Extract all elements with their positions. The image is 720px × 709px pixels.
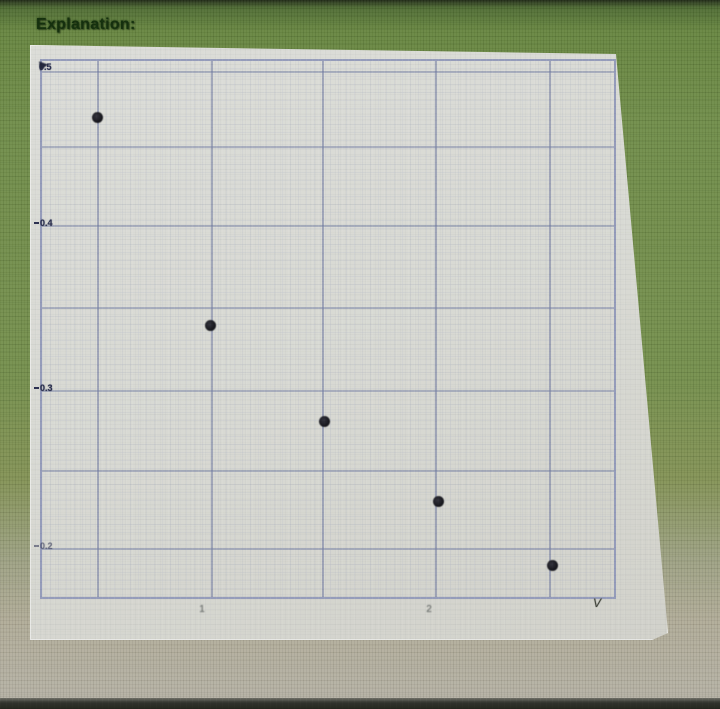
y-tick-text: 0.5 xyxy=(39,62,52,72)
tick-mark xyxy=(34,222,39,224)
gridline-vertical xyxy=(549,61,551,597)
x-tick-label: 1 xyxy=(199,604,205,615)
data-point xyxy=(546,559,558,571)
gridline-horizontal xyxy=(42,307,614,309)
tick-mark xyxy=(34,387,39,389)
chart-panel: 0.5 0.4 0.3 0.2 1 2 V xyxy=(30,45,668,640)
gridline-horizontal xyxy=(42,225,614,227)
gridline-horizontal xyxy=(42,390,614,392)
gridline-horizontal xyxy=(42,71,614,73)
x-tick-label: 2 xyxy=(426,604,432,615)
y-tick-label: 0.3 xyxy=(34,383,53,393)
gridline-vertical xyxy=(322,61,324,597)
gridline-horizontal xyxy=(42,146,614,148)
data-point xyxy=(205,319,217,331)
gridline-horizontal xyxy=(42,548,614,550)
data-point xyxy=(91,111,103,123)
plot-area: 0.5 0.4 0.3 0.2 xyxy=(32,54,616,599)
gridline-vertical xyxy=(97,61,99,597)
explanation-heading: Explanation: xyxy=(36,16,136,33)
y-tick-label: 0.5 xyxy=(32,54,52,72)
data-point xyxy=(319,415,330,427)
x-axis-label: V xyxy=(593,596,602,610)
screen-bottom-bar xyxy=(0,698,720,709)
data-point xyxy=(432,495,444,507)
gridline-horizontal xyxy=(42,470,614,472)
y-tick-label: 0.2 xyxy=(34,541,53,551)
gridline-vertical xyxy=(435,61,437,597)
data-points-layer xyxy=(42,61,614,597)
y-tick-text: 0.3 xyxy=(40,383,53,393)
tick-mark xyxy=(34,545,39,547)
y-tick-text: 0.4 xyxy=(40,218,53,228)
y-tick-label: 0.4 xyxy=(34,218,53,228)
y-tick-text: 0.2 xyxy=(40,541,53,551)
